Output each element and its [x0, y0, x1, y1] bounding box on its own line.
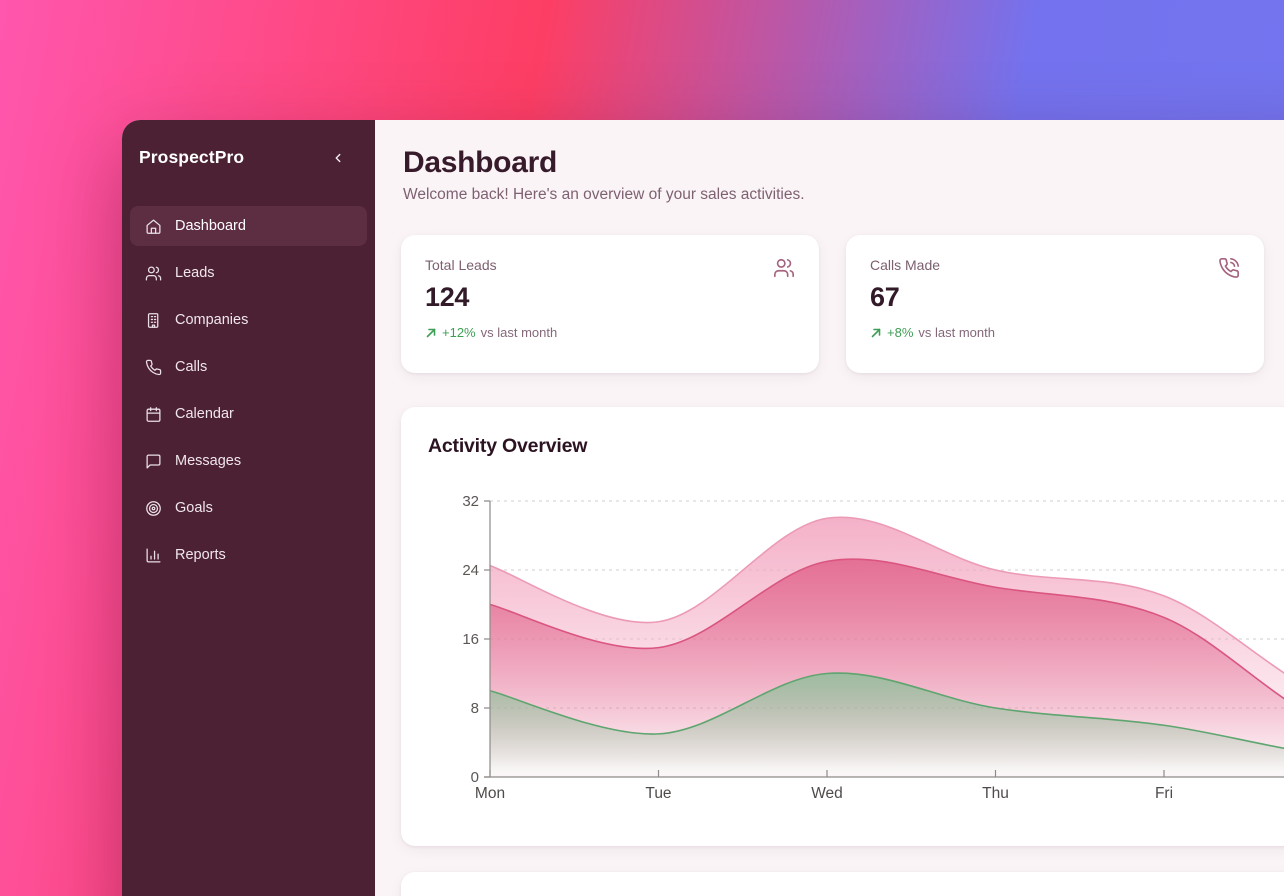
stat-trend: +8% vs last month — [870, 325, 1240, 340]
svg-text:Wed: Wed — [811, 785, 843, 802]
sidebar-item-label: Messages — [175, 453, 242, 469]
sidebar-item-label: Goals — [175, 500, 213, 516]
sidebar-item-goals[interactable]: Goals — [130, 488, 367, 528]
svg-text:Mon: Mon — [475, 785, 505, 802]
sidebar-item-label: Reports — [175, 547, 226, 563]
phone-call-icon — [1218, 257, 1240, 279]
sidebar-item-reports[interactable]: Reports — [130, 535, 367, 575]
activity-area-chart: 08162432MonTueWedThuFriSatSun — [462, 493, 1284, 802]
stat-change-suffix: vs last month — [918, 325, 995, 340]
sidebar-item-calls[interactable]: Calls — [130, 347, 367, 387]
stat-change-suffix: vs last month — [480, 325, 558, 340]
stat-change: +8% — [887, 325, 914, 340]
sidebar-item-label: Companies — [175, 312, 249, 328]
stat-value: 67 — [870, 282, 900, 312]
svg-text:Tue: Tue — [645, 785, 671, 802]
trend-up-icon — [870, 327, 882, 339]
users-icon — [773, 257, 795, 279]
sidebar-item-dashboard[interactable]: Dashboard — [130, 206, 367, 246]
stat-label: Total Leads — [425, 257, 497, 273]
stat-label: Calls Made — [870, 257, 941, 273]
users-icon — [144, 264, 162, 282]
calendar-icon — [144, 405, 162, 423]
phone-icon — [144, 358, 162, 376]
target-icon — [144, 499, 162, 517]
sidebar-header: ProspectPro — [122, 120, 375, 198]
page-title: Dashboard — [403, 146, 557, 179]
stat-card-calls-made: Calls Made 67 +8% vs last month — [846, 235, 1264, 373]
svg-text:0: 0 — [471, 769, 479, 786]
stat-value: 124 — [425, 282, 470, 312]
sidebar: ProspectPro Dashboard — [122, 120, 375, 896]
app-logo-text: ProspectPro — [139, 147, 245, 167]
app-window: ProspectPro Dashboard — [122, 120, 1284, 896]
svg-text:8: 8 — [471, 700, 479, 717]
sidebar-item-label: Leads — [175, 265, 215, 281]
svg-text:Thu: Thu — [982, 785, 1009, 802]
stat-card-total-leads: Total Leads 124 +12% vs last month — [401, 235, 819, 373]
sidebar-item-label: Dashboard — [175, 218, 246, 234]
sidebar-item-label: Calls — [175, 359, 208, 375]
trend-up-icon — [425, 327, 437, 339]
activity-overview-card: Activity Overview 0 8 16 24 32 Mon Tue Wed Thu Fr… — [401, 407, 1284, 846]
svg-text:Fri: Fri — [1155, 785, 1173, 802]
chart-title: Activity Overview — [428, 435, 588, 457]
sidebar-item-calendar[interactable]: Calendar — [130, 394, 367, 434]
sidebar-nav: Dashboard Leads Companies — [130, 206, 367, 582]
sidebar-item-leads[interactable]: Leads — [130, 253, 367, 293]
stat-trend: +12% vs last month — [425, 325, 795, 340]
building-icon — [144, 311, 162, 329]
svg-text:32: 32 — [462, 493, 479, 510]
home-icon — [144, 217, 162, 235]
message-square-icon — [144, 452, 162, 470]
sidebar-item-messages[interactable]: Messages — [130, 441, 367, 481]
stat-change: +12% — [442, 325, 476, 340]
svg-text:24: 24 — [462, 562, 479, 579]
bar-chart-icon — [144, 546, 162, 564]
sidebar-collapse-button[interactable] — [327, 147, 349, 169]
chevron-left-icon — [331, 151, 345, 165]
svg-text:16: 16 — [462, 631, 479, 648]
partial-bottom-card — [401, 872, 1284, 896]
sidebar-item-companies[interactable]: Companies — [130, 300, 367, 340]
sidebar-item-label: Calendar — [175, 406, 234, 422]
page-subtitle: Welcome back! Here's an overview of your… — [403, 186, 805, 203]
